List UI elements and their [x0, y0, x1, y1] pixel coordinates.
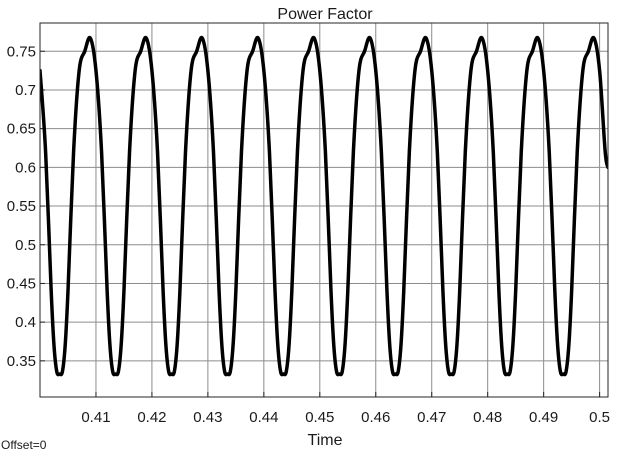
x-tick-label: 0.46: [361, 409, 390, 426]
y-tick-label: 0.35: [7, 353, 36, 370]
y-tick-label: 0.6: [15, 159, 36, 176]
y-tick-label: 0.75: [7, 43, 36, 60]
y-tick-label: 0.55: [7, 198, 36, 215]
offset-label: Offset=0: [1, 438, 47, 452]
x-tick-label: 0.47: [417, 409, 446, 426]
y-tick-label: 0.7: [15, 82, 36, 99]
x-tick-label: 0.45: [305, 409, 334, 426]
x-tick-label: 0.44: [249, 409, 278, 426]
x-tick-label: 0.43: [193, 409, 222, 426]
y-tick-label: 0.5: [15, 237, 36, 254]
x-axis-tick-labels: 0.41 0.42 0.43 0.44 0.45 0.46 0.47 0.48 0.49 0.5: [81, 409, 610, 426]
x-tick-label: 0.42: [137, 409, 166, 426]
y-tick-label: 0.45: [7, 275, 36, 292]
x-tick-label: 0.48: [473, 409, 502, 426]
plot-area: [39, 22, 609, 398]
x-tick-label: 0.5: [589, 409, 610, 426]
plot-border: [39, 22, 609, 398]
x-tick-label: 0.41: [81, 409, 110, 426]
y-tick-label: 0.65: [7, 121, 36, 138]
power-factor-series-line: [40, 35, 608, 377]
x-axis-label: Time: [308, 432, 343, 449]
y-tick-label: 0.4: [15, 314, 36, 331]
x-tick-label: 0.49: [529, 409, 558, 426]
y-axis-tick-labels: 0.35 0.4 0.45 0.5 0.55 0.6 0.65 0.7 0.75: [7, 43, 36, 370]
series-layer: [40, 35, 608, 377]
chart-title: Power Factor: [277, 6, 373, 23]
